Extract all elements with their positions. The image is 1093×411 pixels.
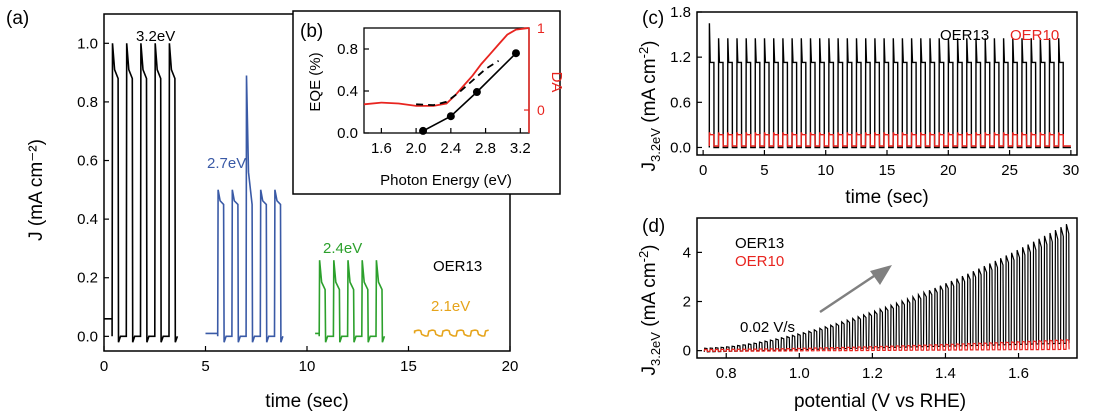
panel-c-label: (c) bbox=[642, 8, 664, 29]
xtick-label: 1.6 bbox=[1008, 365, 1029, 382]
xtick-label: 0.8 bbox=[716, 365, 737, 382]
xtick-label: 20 bbox=[940, 162, 957, 179]
xtick-label: 15 bbox=[400, 358, 417, 375]
xtick-label: 2.0 bbox=[406, 140, 427, 157]
ytick-right-label: 1 bbox=[537, 20, 545, 36]
xtick-label: 30 bbox=[1063, 162, 1080, 179]
ytick-label: 0.0 bbox=[670, 139, 691, 156]
xtick-label: 1.2 bbox=[862, 365, 883, 382]
legend-d-oer13: OER13 bbox=[735, 235, 784, 252]
scan-arrow-head bbox=[870, 265, 892, 285]
series-line-OER10 bbox=[708, 132, 1071, 147]
ytick-label: 0 bbox=[683, 343, 691, 360]
ytick-label: 1.2 bbox=[670, 49, 691, 66]
ytick-label: 0.0 bbox=[77, 328, 98, 345]
legend-c-oer13: OER13 bbox=[940, 27, 989, 44]
panel-d-ticks: 0.8 1.0 1.2 1.4 1.6 0 2 4 bbox=[683, 244, 1029, 382]
panel-b-label: (b) bbox=[300, 21, 323, 42]
xtick-label: 0 bbox=[699, 162, 707, 179]
panel-c: (c) 0 5 10 15 20 25 300.00.61.21.8 time (sec) … bbox=[636, 4, 1079, 208]
series-line-OER10 bbox=[703, 338, 1070, 353]
series-line-2.4eV bbox=[315, 260, 386, 343]
panel-a-series bbox=[104, 43, 489, 343]
panel-b-box bbox=[292, 10, 561, 195]
panel-a-ylabel: J (mA cm⁻²) bbox=[26, 139, 47, 241]
panel-c-xlabel: time (sec) bbox=[845, 187, 928, 208]
series-line-2.1eV bbox=[413, 329, 489, 337]
ytick-label: 1.8 bbox=[670, 4, 691, 21]
series-line-OER13 bbox=[703, 223, 1070, 353]
panel-a-xlabel: time (sec) bbox=[265, 391, 348, 411]
xtick-label: 1.6 bbox=[371, 140, 392, 157]
ytick-label: 0.8 bbox=[337, 41, 358, 58]
xtick-label: 5 bbox=[201, 358, 209, 375]
ytick-right-label: 0 bbox=[537, 102, 545, 118]
eqe-point bbox=[511, 49, 520, 58]
xtick-label: 15 bbox=[879, 162, 896, 179]
ytick-label: 1.0 bbox=[77, 35, 98, 52]
panel-b-ticks: 1.6 2.0 2.4 2.8 3.2 0.0 0.4 0.8 0 1 bbox=[337, 20, 545, 157]
panel-c-ylabel: J3.2eV (mA cm-2) bbox=[636, 40, 663, 171]
panel-a: (a) 0 5 10 15 20 0.0 0.2 0.4 0.6 0.8 1.0 time (sec… bbox=[6, 8, 518, 411]
panel-b-series bbox=[363, 27, 530, 135]
xtick-label: 3.2 bbox=[510, 140, 531, 157]
panel-d-label: (d) bbox=[642, 216, 665, 237]
panel-b-xlabel: Photon Energy (eV) bbox=[380, 172, 512, 189]
ytick-label: 0.4 bbox=[337, 83, 358, 100]
xtick-label: 10 bbox=[299, 358, 316, 375]
panel-c-series bbox=[708, 23, 1071, 149]
panel-d-frame bbox=[696, 217, 1078, 359]
anno-2.7eV: 2.7eV bbox=[207, 155, 246, 172]
series-line-OER13 bbox=[708, 23, 1071, 149]
xtick-label: 5 bbox=[760, 162, 768, 179]
scan-arrow-line bbox=[819, 270, 881, 314]
xtick-label: 0 bbox=[100, 358, 108, 375]
ytick-label: 0.6 bbox=[670, 94, 691, 111]
xtick-label: 1.4 bbox=[935, 365, 956, 382]
anno-scan-rate: 0.02 V/s bbox=[740, 319, 795, 336]
xtick-label: 10 bbox=[817, 162, 834, 179]
series-line-EQE bbox=[422, 52, 517, 132]
panel-d-series bbox=[703, 223, 1070, 353]
anno-3.2eV: 3.2eV bbox=[136, 28, 175, 45]
panel-d-xlabel: potential (V vs RHE) bbox=[794, 391, 966, 411]
ytick-label: 0.6 bbox=[77, 153, 98, 170]
panel-b: (b) 1.6 2.0 2.4 2.8 3.2 0.0 0.4 0.8 0 1 Photon En… bbox=[292, 10, 565, 195]
ytick-label: 2 bbox=[683, 294, 691, 311]
panel-b-ylabel-right: DA bbox=[548, 72, 565, 93]
series-line-DA bbox=[363, 27, 530, 107]
xtick-label: 2.4 bbox=[440, 140, 461, 157]
ytick-label: 0.4 bbox=[77, 211, 98, 228]
eqe-point bbox=[419, 126, 428, 135]
ytick-label: 0.0 bbox=[337, 125, 358, 142]
ytick-label: 0.2 bbox=[77, 270, 98, 287]
series-line-3.2eV bbox=[104, 43, 179, 343]
anno-2.1eV: 2.1eV bbox=[431, 298, 470, 315]
panel-d-ylabel: J3.2eV (mA cm-2) bbox=[636, 244, 663, 375]
panel-a-ticks: 0 5 10 15 20 0.0 0.2 0.4 0.6 0.8 1.0 bbox=[77, 35, 518, 375]
panel-d: (d) 0.8 1.0 1.2 1.4 1.6 0 2 4 potential (V vs R… bbox=[636, 216, 1078, 411]
eqe-point bbox=[472, 88, 481, 97]
series-line-DA-dashed bbox=[416, 60, 500, 107]
ytick-label: 0.8 bbox=[77, 94, 98, 111]
series-line-2.7eV bbox=[205, 75, 284, 343]
eqe-point bbox=[446, 112, 455, 121]
panel-a-label: (a) bbox=[6, 8, 29, 29]
legend-d-oer10: OER10 bbox=[735, 253, 784, 270]
panel-c-ticks: 0 5 10 15 20 25 30 0.0 0.6 1.2 1.8 bbox=[670, 4, 1079, 179]
ytick-label: 4 bbox=[683, 244, 691, 261]
xtick-label: 1.0 bbox=[789, 365, 810, 382]
xtick-label: 25 bbox=[1001, 162, 1018, 179]
xtick-label: 2.8 bbox=[475, 140, 496, 157]
legend-c-oer10: OER10 bbox=[1010, 27, 1059, 44]
xtick-label: 20 bbox=[502, 358, 519, 375]
anno-2.4eV: 2.4eV bbox=[323, 240, 362, 257]
panel-b-ylabel: EQE (%) bbox=[307, 52, 324, 111]
anno-oer13: OER13 bbox=[433, 258, 482, 275]
